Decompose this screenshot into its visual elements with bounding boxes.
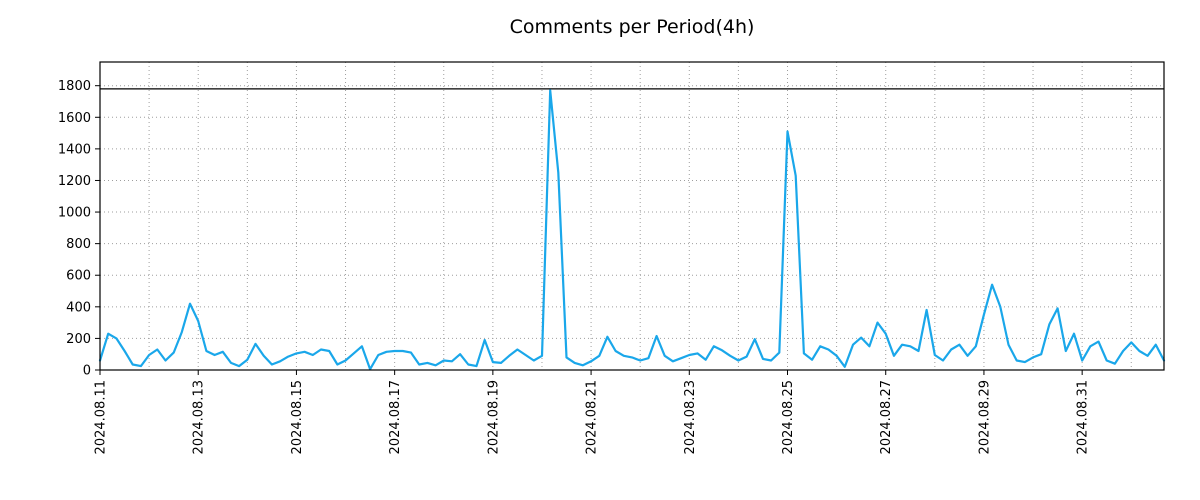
- x-tick-label: 2024.08.17: [388, 380, 403, 454]
- y-tick-label: 200: [66, 332, 91, 347]
- x-tick-label: 2024.08.21: [585, 380, 600, 454]
- y-tick-label: 0: [83, 364, 91, 379]
- x-tick-label: 2024.08.13: [192, 380, 207, 454]
- x-tick-label: 2024.08.19: [486, 380, 501, 454]
- comments-series-line: [98, 89, 1166, 371]
- y-tick-label: 1200: [58, 174, 91, 189]
- x-tick-label: 2024.08.29: [977, 380, 992, 454]
- x-tick-label: 2024.08.15: [290, 380, 305, 454]
- y-tick-label: 1400: [58, 142, 91, 157]
- y-tick-label: 800: [66, 237, 91, 252]
- x-tick-label: 2024.08.11: [94, 380, 109, 454]
- y-tick-label: 1600: [58, 111, 91, 126]
- x-tick-label: 2024.08.27: [879, 380, 894, 454]
- y-tick-label: 1000: [58, 206, 91, 221]
- y-tick-label: 600: [66, 269, 91, 284]
- plot-frame: [99, 61, 1165, 371]
- x-tick-label: 2024.08.31: [1076, 380, 1091, 454]
- x-tick-label: 2024.08.23: [683, 380, 698, 454]
- y-tick-label: 1800: [58, 79, 91, 94]
- y-tick-label: 400: [66, 300, 91, 315]
- x-tick-label: 2024.08.25: [781, 380, 796, 454]
- chart-title: Comments per Period(4h): [509, 16, 755, 38]
